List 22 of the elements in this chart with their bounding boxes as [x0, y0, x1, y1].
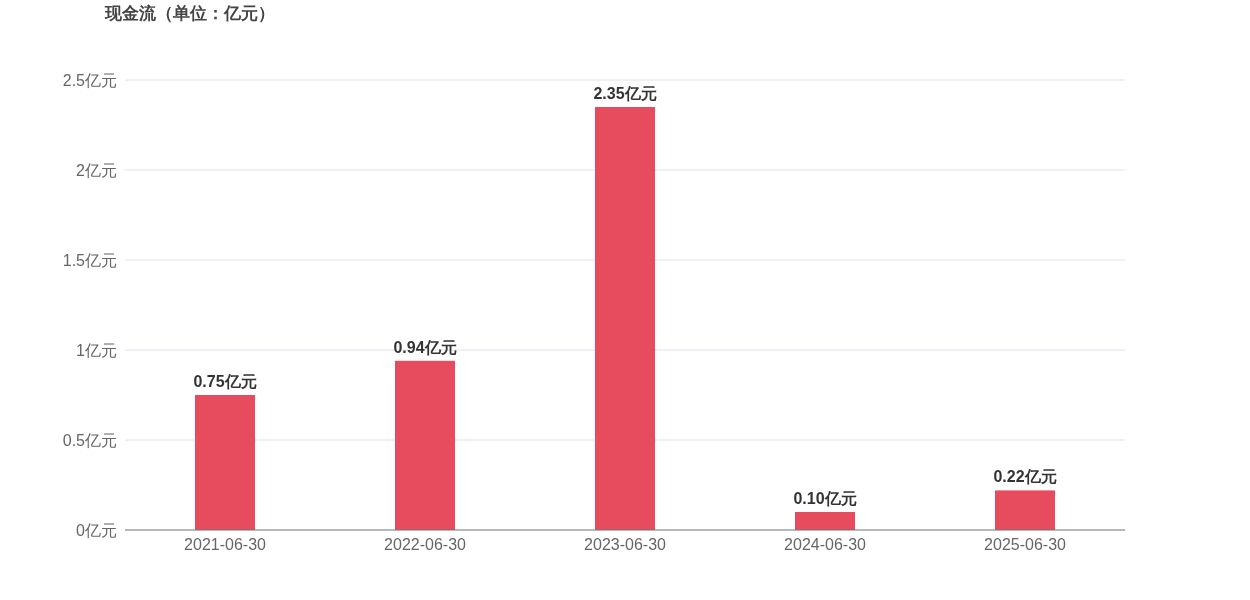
bar	[595, 107, 655, 530]
data-label: 2.35亿元	[593, 85, 657, 102]
bar	[995, 490, 1055, 530]
data-label: 0.22亿元	[993, 468, 1057, 486]
bar	[795, 512, 855, 530]
x-tick-label: 2022-06-30	[384, 536, 467, 553]
y-tick-label: 0.5亿元	[62, 431, 117, 449]
y-tick-label: 1.5亿元	[62, 251, 117, 269]
data-label: 0.10亿元	[793, 490, 857, 507]
x-tick-label: 2023-06-30	[584, 536, 667, 553]
x-tick-label: 2021-06-30	[184, 536, 267, 553]
data-label: 0.75亿元	[193, 373, 257, 390]
y-tick-label: 1亿元	[76, 341, 117, 359]
chart-title: 现金流（单位：亿元）	[104, 4, 275, 23]
bar	[395, 360, 455, 530]
data-label: 0.94亿元	[393, 338, 457, 356]
y-tick-label: 2.5亿元	[62, 71, 117, 89]
x-tick-label: 2024-06-30	[784, 536, 867, 553]
bar	[195, 395, 255, 530]
y-tick-label: 2亿元	[76, 161, 117, 179]
y-tick-label: 0亿元	[76, 521, 117, 539]
x-tick-label: 2025-06-30	[984, 536, 1067, 553]
